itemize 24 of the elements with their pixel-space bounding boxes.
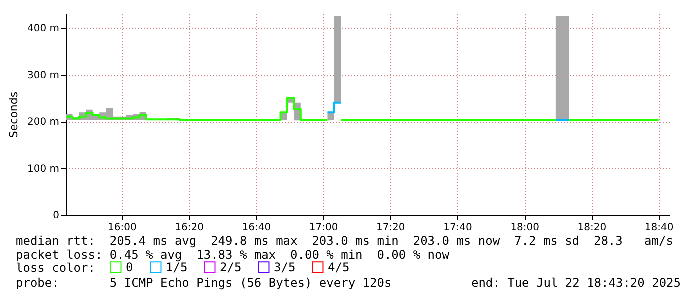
text: end: Tue Jul 22 18:43:20 2025: [471, 276, 681, 290]
y-axis-title: Seconds: [7, 92, 20, 138]
y-tick-label: 200 m: [27, 117, 60, 128]
x-tick-label: 17:00: [309, 222, 338, 234]
x-tick-label: 16:20: [175, 222, 204, 234]
text: probe: 5 ICMP Echo Pings (56 Bytes) every 120s: [16, 276, 392, 290]
x-tick-label: 16:40: [242, 222, 272, 234]
legend-label: 2/5: [220, 260, 242, 274]
y-tick-label: 400 m: [27, 24, 60, 35]
y-tick-label: 100 m: [27, 164, 60, 175]
legend-title: loss color:: [16, 261, 96, 275]
x-tick-label: 16:00: [108, 222, 137, 234]
x-tick-label: 17:20: [376, 222, 406, 234]
x-tick-label: 18:20: [578, 222, 607, 234]
y-tick-label: 300 m: [27, 70, 60, 82]
text: packet loss: 0.45 % avg 13.83 % max 0.00 % min 0.00 % now: [16, 248, 450, 262]
legend-label: 0: [126, 260, 134, 274]
y-tick-label: 0: [53, 210, 60, 222]
x-tick-label: 18:00: [510, 222, 540, 234]
text: median rtt: 205.4 ms avg 249.8 ms max 203.0 ms min 203.0 ms now 7.2 ms sd 28.3 am/s: [16, 234, 674, 248]
legend-label: 4/5: [328, 260, 350, 274]
x-tick-label: 17:40: [444, 222, 472, 234]
x-tick-label: 18:40: [644, 222, 674, 234]
legend-label: 3/5: [274, 260, 296, 274]
